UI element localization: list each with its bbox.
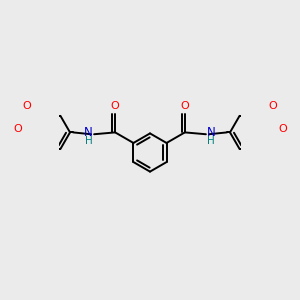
Text: H: H: [207, 136, 214, 146]
Text: O: O: [181, 101, 189, 111]
Text: O: O: [23, 100, 32, 111]
Text: O: O: [13, 124, 22, 134]
Text: N: N: [84, 126, 93, 139]
Text: O: O: [111, 101, 119, 111]
Text: O: O: [268, 100, 277, 111]
Text: N: N: [207, 126, 216, 139]
Text: H: H: [85, 136, 93, 146]
Text: O: O: [278, 124, 287, 134]
